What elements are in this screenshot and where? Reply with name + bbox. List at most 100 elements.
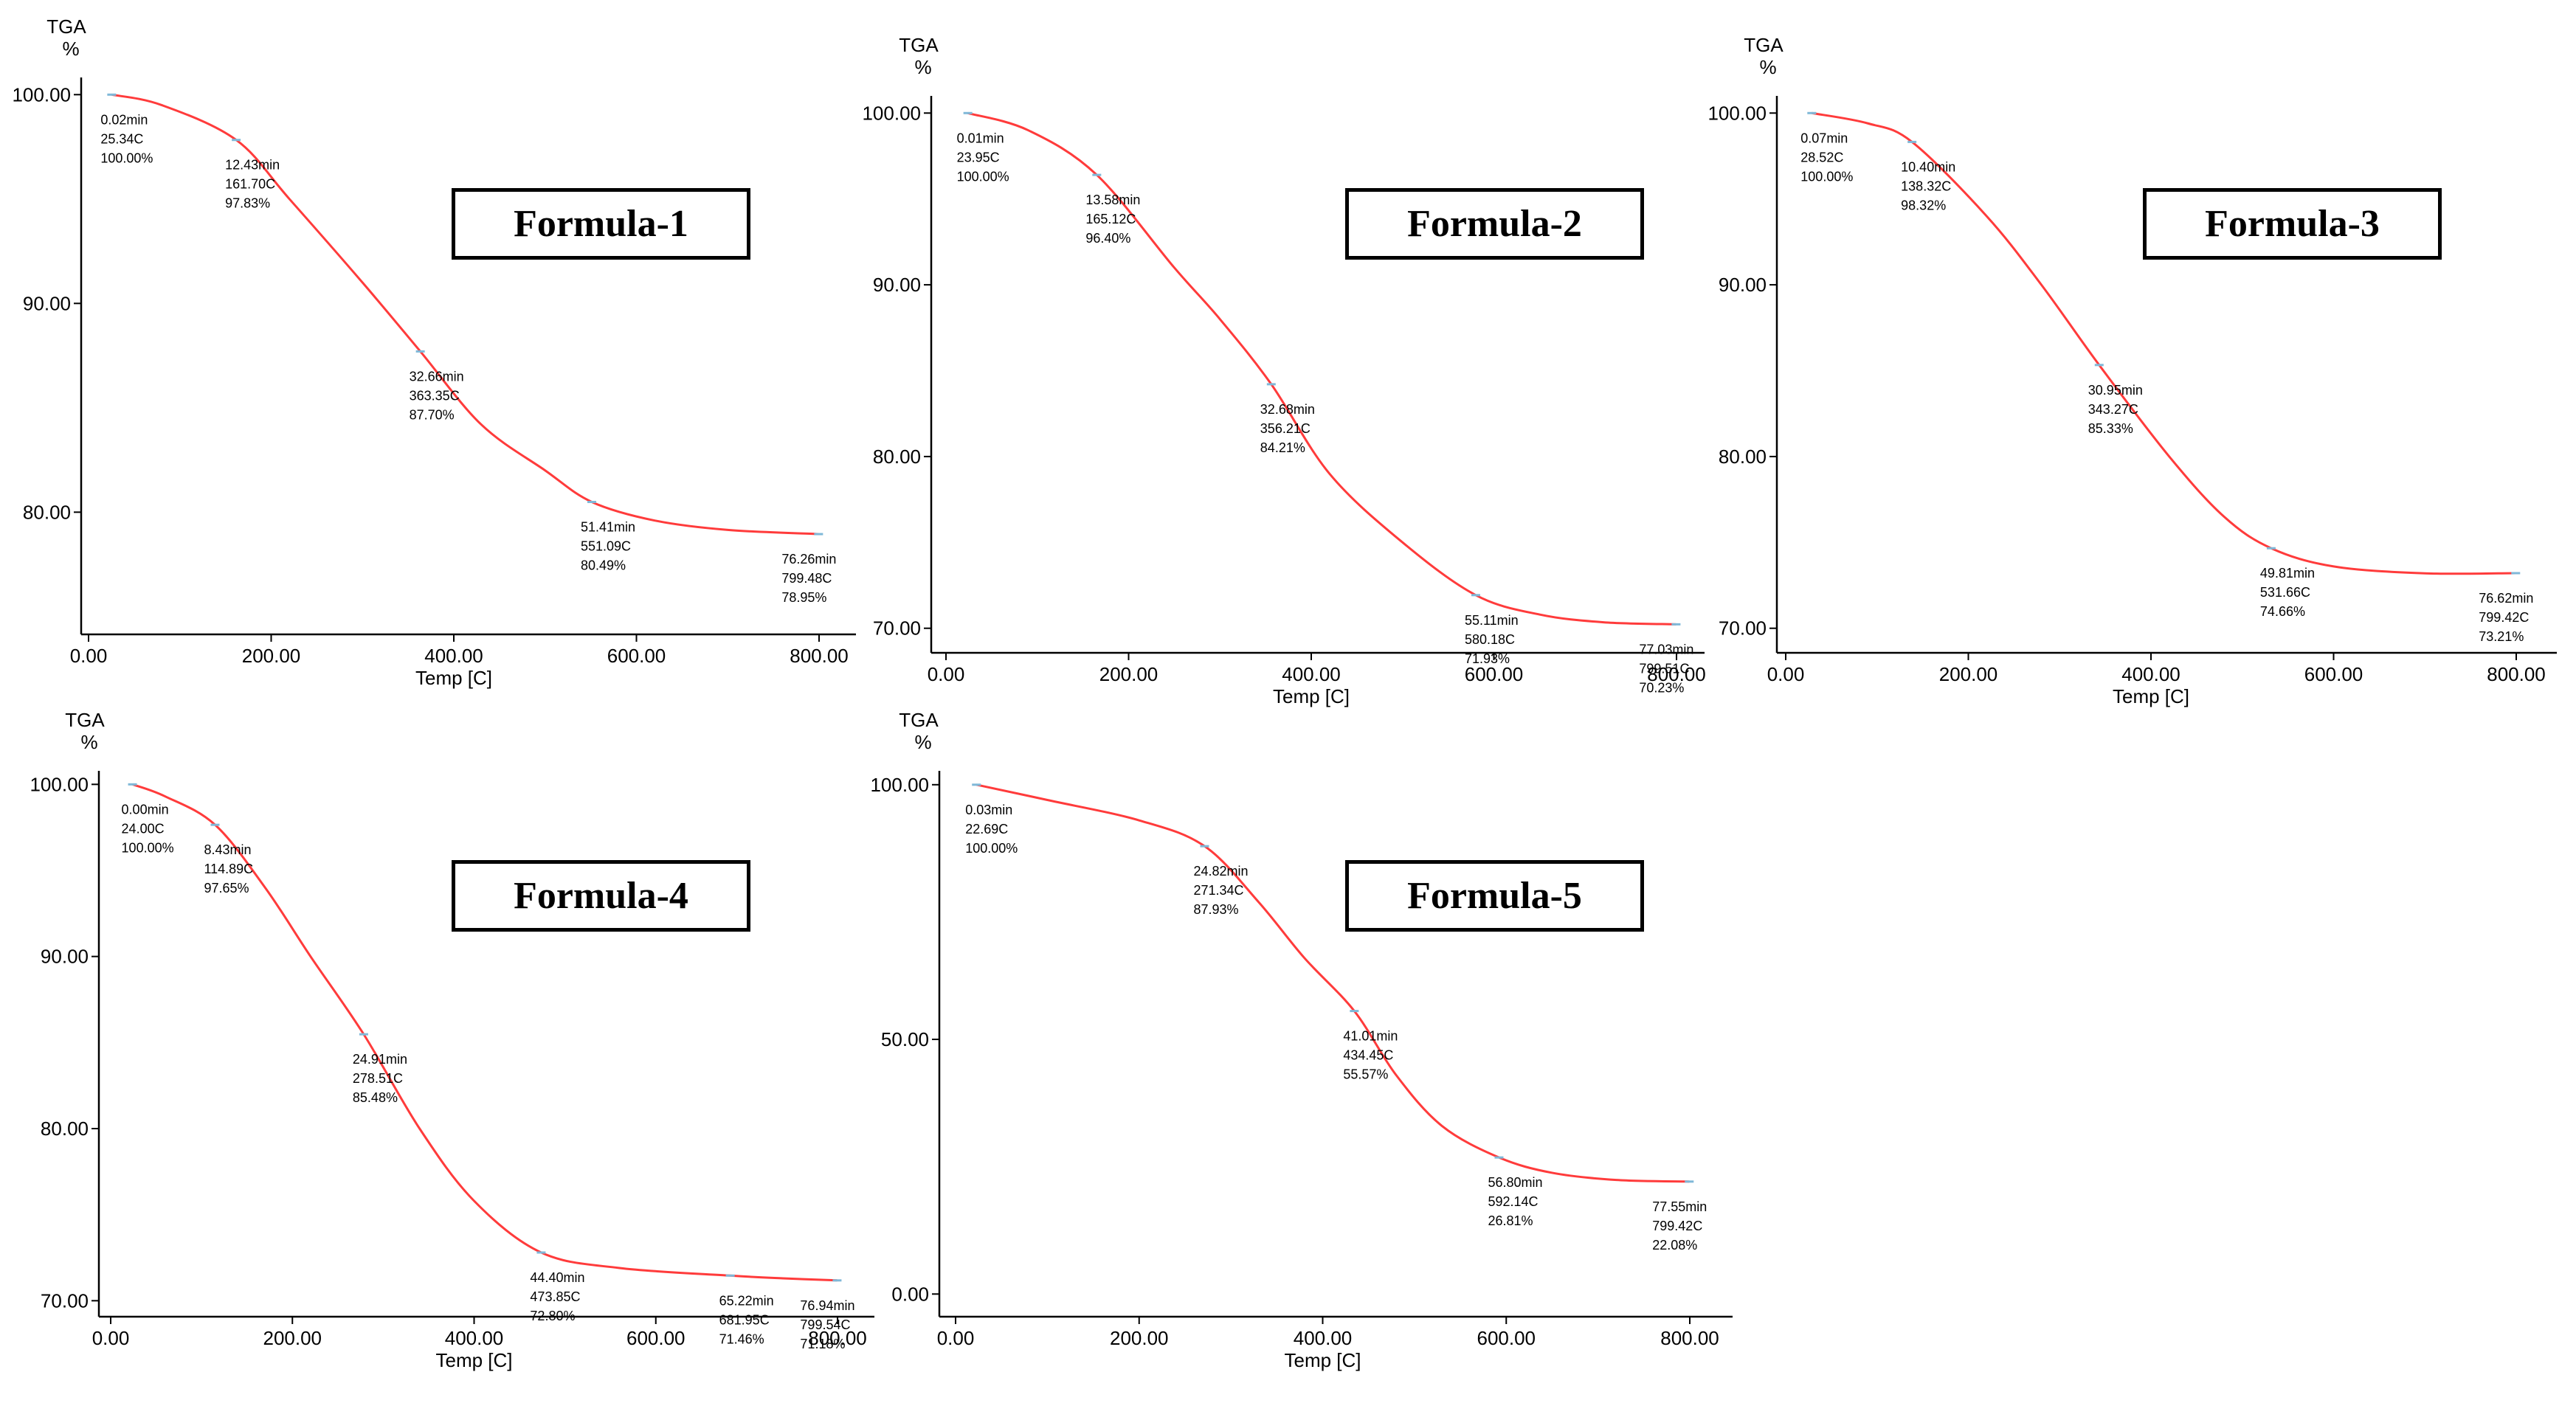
panel-1-marker-label: 551.09C — [581, 538, 631, 553]
panel-4-marker-label: 71.46% — [719, 1331, 764, 1346]
panel-2-marker-label: 23.95C — [957, 150, 1000, 164]
panel-3-marker-label: 85.33% — [2088, 421, 2133, 436]
panel-2-yunit: % — [914, 56, 931, 78]
panel-5-marker-label: 100.00% — [965, 841, 1018, 856]
panel-1-marker-label: 51.41min — [581, 519, 635, 534]
panel-4-tga-curve — [132, 783, 838, 1282]
panel-4-marker-label: 24.91min — [353, 1052, 407, 1067]
panel-5-ylabel-top: TGA — [899, 709, 939, 731]
panel-1-marker-label: 32.66min — [410, 369, 464, 384]
panel-2-marker-label: 13.58min — [1085, 193, 1140, 207]
panel-3-marker-label: 74.66% — [2260, 604, 2305, 619]
panel-4-marker-label: 24.00C — [122, 821, 165, 836]
panel-3-ytick-label: 70.00 — [1719, 617, 1767, 640]
panel-4-yunit: % — [80, 731, 97, 753]
panel-1-marker-label: 76.26min — [781, 552, 836, 567]
panel-5-tga-curve — [976, 783, 1690, 1183]
panel-5-xtick-label: 400.00 — [1294, 1327, 1353, 1349]
panel-5-marker-label: 22.08% — [1652, 1238, 1697, 1253]
panel-5-marker-label: 87.93% — [1193, 902, 1238, 917]
panel-1-marker-label: 87.70% — [410, 407, 455, 422]
panel-label-3: Formula-3 — [2143, 188, 2442, 260]
panel-1-tga-curve — [111, 93, 819, 536]
panel-3-marker-label: 49.81min — [2260, 566, 2315, 581]
panel-3-marker-label: 73.21% — [2479, 629, 2524, 644]
panel-3-marker-label: 799.42C — [2479, 610, 2529, 625]
panel-3-marker-label: 10.40min — [1901, 159, 1955, 174]
panel-4-marker-label: 799.54C — [800, 1317, 850, 1332]
panel-2-marker-label: 165.12C — [1085, 212, 1136, 226]
panel-4-ytick-label: 70.00 — [41, 1289, 89, 1312]
panel-1-ylabel-top: TGA — [46, 15, 86, 38]
panel-2-marker-label: 71.93% — [1465, 651, 1510, 666]
panel-1-xtick-label: 600.00 — [607, 645, 666, 667]
panel-1-xtick-label: 400.00 — [424, 645, 483, 667]
panel-4-xlabel: Temp [C] — [435, 1349, 512, 1371]
panel-4-marker-label: 473.85C — [530, 1289, 580, 1304]
panel-3-xtick-label: 0.00 — [1767, 663, 1805, 685]
panel-1-xlabel: Temp [C] — [415, 667, 492, 689]
panel-3-xtick-label: 600.00 — [2304, 663, 2363, 685]
panel-5-xtick-label: 600.00 — [1477, 1327, 1536, 1349]
panel-4-marker-label: 0.00min — [122, 802, 169, 817]
panel-2-xtick-label: 800.00 — [1647, 663, 1706, 685]
panel-3-marker-label: 30.95min — [2088, 383, 2143, 398]
panel-1-marker-label: 100.00% — [100, 150, 153, 165]
panel-3-ytick-label: 90.00 — [1719, 274, 1767, 296]
panel-1-marker-label: 78.95% — [781, 590, 826, 605]
panel-2-marker-label: 55.11min — [1465, 613, 1519, 628]
panel-5-marker-label: 592.14C — [1488, 1194, 1538, 1209]
panel-2-xtick-label: 600.00 — [1465, 663, 1524, 685]
panel-2-marker-label: 580.18C — [1465, 632, 1515, 647]
panel-label-2: Formula-2 — [1345, 188, 1644, 260]
panel-2-marker-label: 70.23% — [1639, 680, 1684, 695]
panel-1-marker-label: 799.48C — [781, 571, 832, 586]
panel-2-ylabel-top: TGA — [899, 34, 939, 56]
panel-5-marker-label: 26.81% — [1488, 1213, 1533, 1228]
panel-3-marker-label: 100.00% — [1800, 169, 1853, 184]
panel-2-ytick-label: 70.00 — [873, 617, 921, 640]
panel-3-xtick-label: 400.00 — [2121, 663, 2180, 685]
panel-1-yunit: % — [62, 38, 79, 60]
panel-5-marker-label: 0.03min — [965, 803, 1012, 817]
panel-1-marker-label: 0.02min — [100, 112, 148, 127]
panel-2-marker-label: 0.01min — [957, 131, 1004, 145]
panel-3-xlabel: Temp [C] — [2113, 685, 2189, 707]
panel-4-marker-label: 278.51C — [353, 1071, 403, 1086]
panel-5-ytick-label: 100.00 — [870, 774, 929, 796]
panel-3-xtick-label: 200.00 — [1939, 663, 1998, 685]
panel-5-marker-label: 55.57% — [1343, 1067, 1388, 1082]
panel-5-xlabel: Temp [C] — [1284, 1349, 1361, 1371]
panel-4-xtick-label: 0.00 — [92, 1327, 130, 1349]
panel-1-marker-label: 97.83% — [225, 196, 270, 211]
panel-4-marker-label: 71.18% — [800, 1337, 845, 1351]
panel-5-marker-label: 41.01min — [1343, 1029, 1398, 1044]
panel-3-marker-label: 98.32% — [1901, 198, 1946, 212]
panel-5-marker-label: 24.82min — [1193, 864, 1248, 879]
panel-2-ytick-label: 80.00 — [873, 446, 921, 468]
panel-1-marker-label: 161.70C — [225, 177, 275, 192]
panel-1-ytick-label: 100.00 — [12, 83, 71, 105]
panel-2-xlabel: Temp [C] — [1273, 685, 1350, 707]
panel-4-marker-label: 114.89C — [204, 862, 253, 876]
panel-1-xtick-label: 0.00 — [70, 645, 108, 667]
panel-5-marker-label: 77.55min — [1652, 1199, 1707, 1214]
panel-label-1: Formula-1 — [452, 188, 750, 260]
panel-5-xtick-label: 800.00 — [1660, 1327, 1719, 1349]
panel-1-marker-label: 12.43min — [225, 158, 280, 173]
panel-4-marker-label: 76.94min — [800, 1298, 854, 1313]
panel-5-marker-label: 56.80min — [1488, 1175, 1542, 1190]
panel-2-xtick-label: 0.00 — [928, 663, 965, 685]
panel-1-marker-label: 80.49% — [581, 558, 626, 572]
panel-2-ytick-label: 100.00 — [862, 102, 921, 124]
panel-4-marker-label: 44.40min — [530, 1270, 584, 1285]
panel-4-xtick-label: 600.00 — [626, 1327, 686, 1349]
panel-5-marker-label: 271.34C — [1193, 883, 1243, 898]
panel-5-yunit: % — [914, 731, 931, 753]
panel-2-xtick-label: 400.00 — [1282, 663, 1341, 685]
panel-4-xtick-label: 800.00 — [808, 1327, 867, 1349]
panel-4-marker-label: 100.00% — [122, 840, 174, 855]
panel-3-marker-label: 343.27C — [2088, 402, 2138, 417]
panel-4-marker-label: 97.65% — [204, 881, 249, 896]
